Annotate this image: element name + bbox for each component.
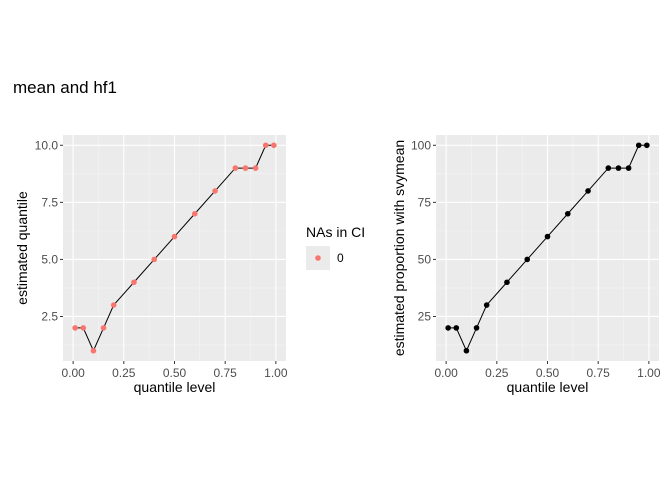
data-point: [605, 165, 612, 171]
x-tick-label: 1.00: [264, 366, 288, 380]
legend-label: 0: [337, 251, 344, 265]
x-tick-label: 0.00: [61, 366, 85, 380]
x-tick-label: 0.50: [163, 366, 187, 380]
data-point: [232, 165, 239, 171]
y-axis-label: estimated proportion with svymean: [391, 140, 407, 356]
x-tick-label: 0.50: [536, 366, 560, 380]
data-point: [524, 256, 531, 263]
data-point: [635, 142, 642, 149]
x-tick-label: 0.25: [485, 366, 509, 380]
data-point: [252, 165, 259, 171]
data-point: [625, 165, 632, 171]
y-tick-label: 7.5: [41, 195, 58, 209]
x-tick-label: 0.00: [434, 366, 458, 380]
data-point: [262, 142, 269, 149]
y-tick-label: 100: [411, 138, 431, 152]
x-tick-label: 0.75: [214, 366, 238, 380]
data-point: [644, 142, 650, 149]
y-tick-label: 2.5: [41, 309, 58, 323]
data-point: [504, 279, 510, 286]
data-point: [585, 188, 591, 194]
y-tick-label: 75: [418, 195, 432, 209]
data-point: [453, 325, 460, 331]
data-point: [271, 142, 277, 149]
x-axis-label: quantile level: [134, 379, 216, 395]
x-tick-label: 0.25: [112, 366, 136, 380]
x-axis-label: quantile level: [507, 379, 589, 395]
right-panel: 0.00 0.25 0.50 0.75 1.00 25 50 75 100 quantile le…: [391, 135, 661, 395]
data-point: [242, 165, 249, 171]
data-point: [191, 210, 198, 217]
y-axis-label: estimated quantile: [14, 191, 30, 305]
data-point: [212, 188, 218, 194]
data-point: [110, 302, 117, 308]
legend-key-point: [315, 255, 321, 261]
x-tick-label: 1.00: [637, 366, 661, 380]
data-point: [131, 279, 137, 286]
data-point: [564, 210, 571, 217]
left-panel: 0.00 0.25 0.50 0.75 1.00 2.5 5.0 7.5 10.0 quantil…: [14, 135, 288, 395]
data-point: [615, 165, 622, 171]
data-point: [100, 325, 107, 331]
data-point: [473, 325, 480, 331]
chart-title: mean and hf1: [13, 78, 117, 97]
y-tick-label: 25: [418, 309, 432, 323]
data-point: [171, 233, 178, 240]
y-tick-label: 10.0: [35, 138, 59, 152]
data-point: [151, 256, 158, 263]
legend: NAs in CI 0: [306, 224, 365, 270]
data-point: [80, 325, 87, 331]
data-point: [445, 325, 451, 331]
data-point: [72, 325, 78, 331]
y-tick-label: 50: [418, 252, 432, 266]
legend-title: NAs in CI: [306, 224, 365, 240]
data-point: [463, 347, 470, 354]
data-point: [90, 347, 97, 354]
y-tick-label: 5.0: [41, 252, 58, 266]
x-tick-label: 0.75: [587, 366, 611, 380]
data-point: [483, 302, 490, 308]
data-point: [544, 233, 551, 240]
